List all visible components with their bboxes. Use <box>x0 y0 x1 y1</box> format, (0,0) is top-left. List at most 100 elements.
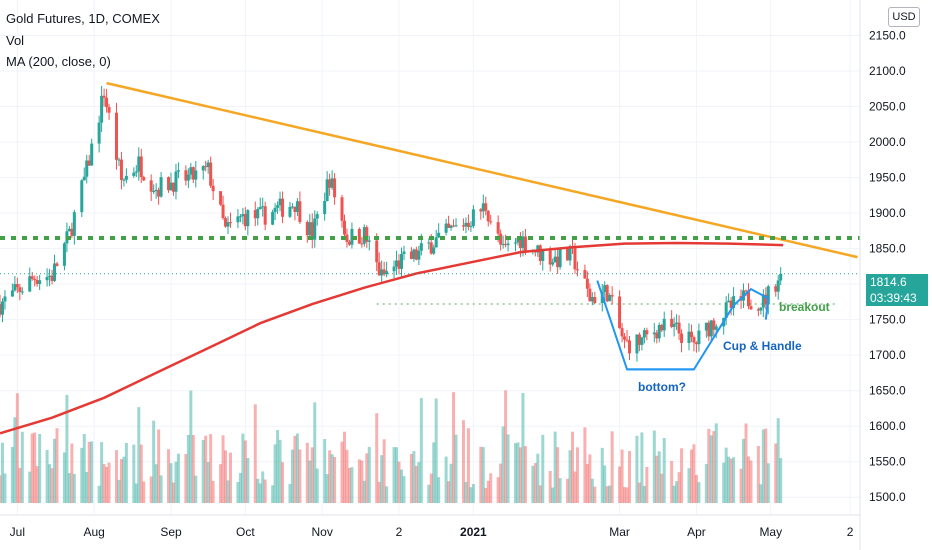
volume-bar <box>660 473 664 503</box>
trendline <box>106 81 858 259</box>
volume-bar <box>761 429 765 503</box>
volume-bar <box>518 447 522 503</box>
candle-body <box>90 143 94 166</box>
candle-body <box>662 318 666 331</box>
volume-bar <box>328 450 332 503</box>
volume-bar <box>82 433 86 503</box>
volume-bar <box>33 432 37 503</box>
volume-bar <box>357 459 361 503</box>
candle-body <box>414 249 418 260</box>
candle-body <box>333 178 337 198</box>
candle-body <box>67 228 71 232</box>
price-tick-label: 1500.0 <box>869 490 906 504</box>
price-tick-label: 2100.0 <box>869 64 906 78</box>
volume-bar <box>53 438 57 503</box>
volume-bar <box>704 463 708 503</box>
volume-bar <box>293 435 297 503</box>
candle-body <box>315 214 319 219</box>
volume-bar <box>119 459 123 503</box>
candle-body <box>137 156 141 172</box>
candle-body <box>290 206 294 208</box>
volume-bar <box>3 473 7 503</box>
volume-bar <box>571 431 575 503</box>
time-axis[interactable]: Jul Aug Sep Oct Nov 2 2021 Mar Apr May 2 <box>0 514 860 539</box>
candle-body <box>481 203 485 212</box>
candle-body <box>402 251 406 255</box>
price-tick-label: 1700.0 <box>869 348 906 362</box>
candle-body <box>746 290 750 307</box>
volume-bar <box>675 481 679 503</box>
candle-body <box>0 301 4 315</box>
candle-body <box>620 328 624 337</box>
volume-bar <box>261 471 265 503</box>
candle-body <box>313 218 317 240</box>
volume-bar <box>139 444 143 503</box>
volume-bar <box>271 485 275 503</box>
candle-body <box>206 162 210 167</box>
volume-bar <box>642 485 646 503</box>
volume-bar <box>298 449 302 503</box>
symbol-title[interactable]: Gold Futures, 1D, COMEX <box>6 11 160 26</box>
volume-bar <box>367 446 371 503</box>
volume-indicator-label[interactable]: Vol <box>6 33 25 48</box>
candle-body <box>238 216 242 218</box>
volume-bar <box>774 443 778 503</box>
candle-body <box>553 256 557 263</box>
candle-body <box>102 95 106 98</box>
candle-body <box>62 243 66 266</box>
volume-bar <box>618 466 622 503</box>
volume-bar <box>380 455 384 503</box>
volume-bar <box>427 484 431 503</box>
volume-bar <box>102 464 106 503</box>
volume-bar <box>345 449 349 503</box>
annotation-bottom: bottom? <box>638 380 686 394</box>
volume-bar <box>541 434 545 503</box>
volume-bar <box>670 460 674 503</box>
candle-body <box>243 214 247 227</box>
candle-body <box>623 336 627 340</box>
candle-body <box>724 302 728 318</box>
volume-bar <box>481 447 485 503</box>
candle-body <box>516 237 520 243</box>
candlesticks <box>0 85 783 362</box>
candle-body <box>28 276 32 292</box>
volume-bar <box>536 453 540 503</box>
volume-bar <box>593 486 597 503</box>
volume-bar <box>712 431 716 503</box>
volume-bar <box>48 464 52 503</box>
volume-bar <box>0 475 2 503</box>
candle-body <box>117 159 121 161</box>
volume-bar <box>486 480 490 503</box>
volume-bar <box>186 434 190 503</box>
currency-button[interactable]: USD <box>888 7 920 27</box>
candle-body <box>642 330 646 338</box>
annotation-breakout: breakout <box>779 300 830 314</box>
volume-bar <box>137 407 141 503</box>
volume-bar <box>729 458 733 503</box>
candle-body <box>357 228 361 244</box>
volume-bar <box>608 485 612 503</box>
candle-body <box>637 334 641 345</box>
time-tick-label: Oct <box>236 525 255 539</box>
volume-bar <box>447 481 451 503</box>
candle-body <box>53 263 57 281</box>
candle-body <box>749 306 753 310</box>
time-tick-label: Mar <box>609 525 630 539</box>
candle-body <box>288 206 292 217</box>
candle-body <box>0 304 2 315</box>
volume-bar <box>30 433 34 503</box>
volume-bar <box>325 474 329 503</box>
candle-body <box>585 278 589 289</box>
volume-bar <box>246 457 250 503</box>
candle-body <box>340 197 344 221</box>
candle-body <box>38 280 42 284</box>
ma-indicator-label[interactable]: MA (200, close, 0) <box>6 54 111 69</box>
countdown-label: 03:39:43 <box>866 290 928 306</box>
candle-body <box>261 206 265 208</box>
volume-bar <box>533 462 537 503</box>
candle-body <box>640 337 644 345</box>
candle-body <box>295 201 299 212</box>
candle-body <box>779 273 783 281</box>
candle-body <box>20 291 24 293</box>
